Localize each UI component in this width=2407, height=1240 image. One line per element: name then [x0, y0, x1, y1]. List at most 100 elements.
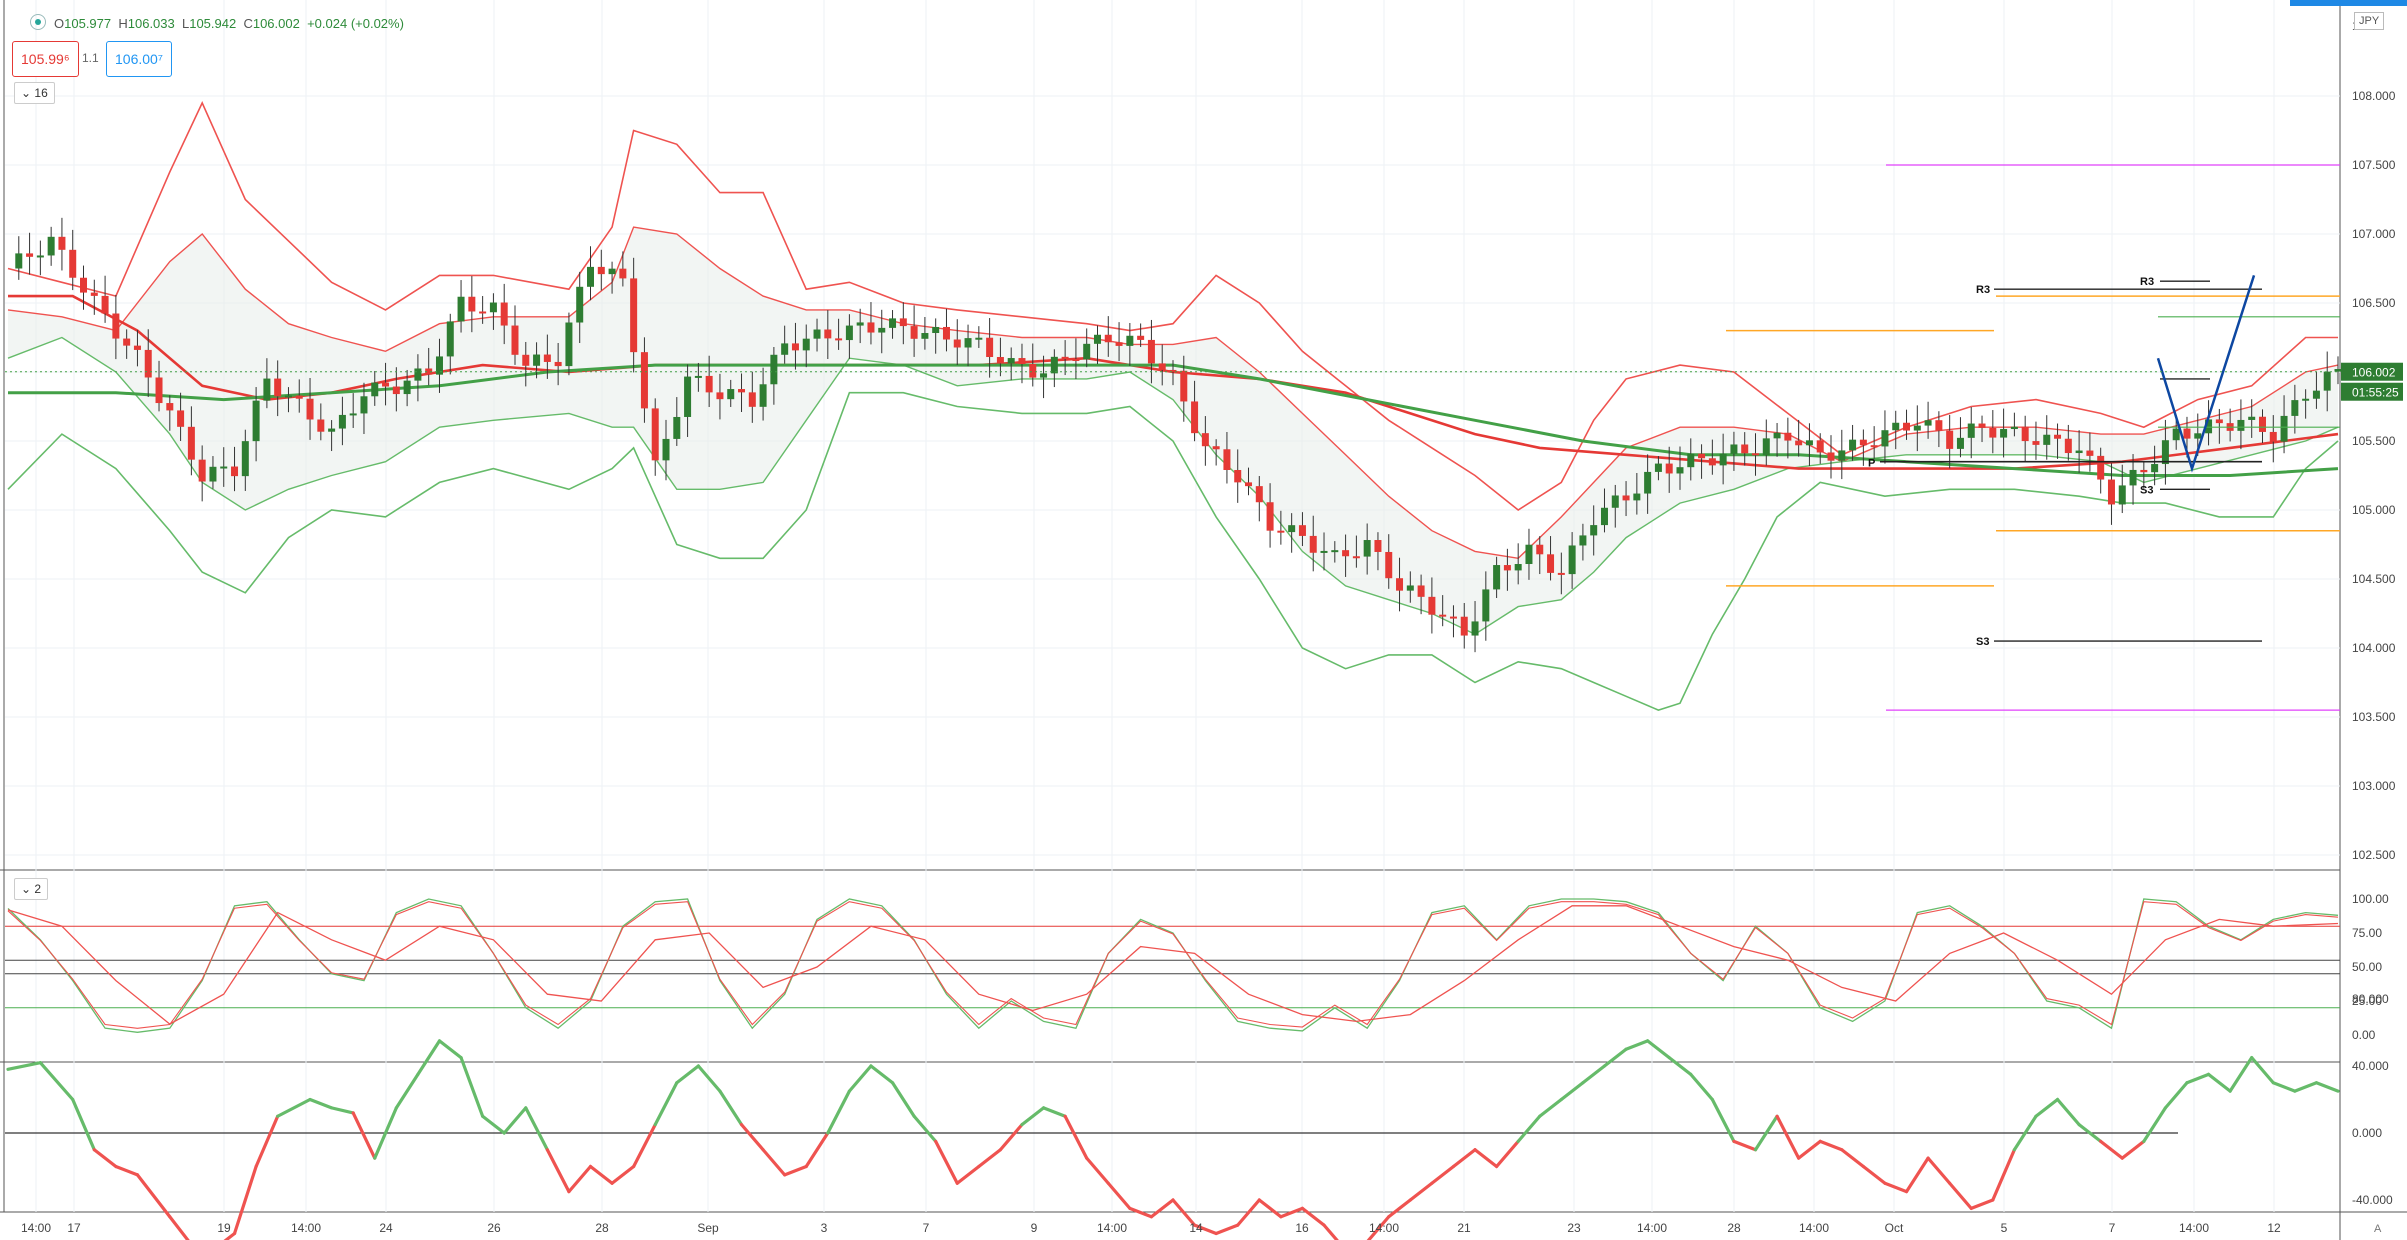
indicator-pane-collapse-button[interactable]: ⌄ 2	[14, 878, 49, 900]
candle	[1029, 364, 1037, 378]
osc-segment	[2271, 1081, 2297, 1093]
osc-segment	[459, 1056, 485, 1118]
candle	[1698, 453, 1706, 459]
buy-button[interactable]: 106.00⁷	[106, 41, 172, 77]
last-price-badge	[2341, 362, 2403, 381]
candle	[425, 368, 433, 375]
candle	[2054, 434, 2062, 439]
osc-segment	[92, 1148, 118, 1169]
candle	[1363, 540, 1371, 557]
candle	[1255, 486, 1263, 503]
osc-segment	[2012, 1114, 2038, 1152]
osc-segment	[232, 1164, 258, 1236]
candle	[263, 378, 271, 401]
osc-segment	[977, 1148, 1003, 1169]
candle	[856, 322, 864, 326]
price-tick-label: 103.500	[2352, 710, 2396, 724]
osc-segment	[1775, 1114, 1801, 1160]
candle	[1147, 339, 1155, 364]
candle	[2064, 438, 2072, 454]
osc-segment	[1473, 1148, 1499, 1169]
candle	[2183, 428, 2191, 439]
candle	[533, 354, 541, 366]
candle	[241, 441, 249, 477]
osc-segment	[1041, 1106, 1067, 1118]
band-cloud	[8, 227, 2338, 635]
price-tick-label: 103.000	[2352, 779, 2396, 793]
candle	[1482, 589, 1490, 622]
osc-segment	[1904, 1156, 1930, 1194]
osc-segment	[1085, 1156, 1110, 1185]
osc-segment	[2185, 1072, 2211, 1085]
visibility-toggle-icon[interactable]	[30, 14, 46, 30]
candle	[2334, 369, 2342, 372]
candle	[101, 295, 109, 314]
candle	[198, 459, 206, 482]
candle	[522, 354, 530, 366]
osc-segment	[168, 1215, 190, 1240]
sell-button[interactable]: 105.99⁶	[12, 41, 79, 77]
stoch-tick-label: 100.00	[2352, 892, 2389, 906]
candle	[1967, 423, 1975, 438]
stoch-tick-label: 25.00	[2352, 994, 2382, 1008]
candle	[684, 376, 692, 417]
candle	[306, 398, 314, 420]
candle	[845, 325, 853, 341]
osc-segment	[1797, 1139, 1822, 1160]
price-tick-label: 107.500	[2352, 158, 2396, 172]
candle	[770, 354, 778, 385]
candle	[2237, 419, 2245, 431]
candle	[209, 466, 217, 482]
osc-segment	[1106, 1181, 1132, 1210]
time-tick-label: 16	[1295, 1221, 1309, 1235]
time-tick-label: 14:00	[1369, 1221, 1399, 1235]
osc-segment	[1451, 1148, 1477, 1169]
osc-segment	[1646, 1039, 1671, 1060]
candle	[1687, 453, 1695, 468]
candle	[1611, 495, 1619, 508]
osc-segment	[2314, 1081, 2340, 1093]
time-tick-label: 23	[1567, 1221, 1581, 1235]
osc-segment	[1214, 1223, 1240, 1236]
candle	[640, 352, 648, 409]
candle	[69, 249, 77, 278]
candle	[2043, 434, 2051, 445]
osc-tick-label: 40.000	[2352, 1059, 2389, 1073]
candle	[2205, 419, 2213, 434]
osc-segment	[1020, 1106, 1046, 1127]
candle	[155, 377, 163, 404]
candle	[1471, 621, 1479, 636]
osc-segment	[2034, 1097, 2060, 1118]
osc-segment	[2228, 1056, 2254, 1093]
candle	[921, 333, 929, 339]
price-tick-label: 106.500	[2352, 296, 2396, 310]
candle	[1417, 585, 1425, 597]
candle	[630, 278, 638, 353]
time-tick-label: 14:00	[1799, 1221, 1829, 1235]
pane-collapse-button[interactable]: ⌄ 16	[14, 82, 55, 104]
osc-segment	[1840, 1148, 1865, 1169]
osc-segment	[2142, 1106, 2168, 1143]
candle	[1169, 369, 1177, 372]
ohlc-legend: O105.977 H106.033 L105.942 C106.002 +0.0…	[30, 14, 404, 31]
candle	[2010, 426, 2018, 430]
osc-segment	[1430, 1164, 1456, 1185]
candle	[1708, 458, 1716, 466]
time-tick-label: 14:00	[1637, 1221, 1667, 1235]
osc-segment	[890, 1081, 916, 1118]
candle	[1827, 452, 1835, 461]
candle	[1061, 356, 1069, 359]
candle	[587, 266, 594, 287]
pivot-label: P	[1868, 458, 1875, 470]
candle	[1234, 469, 1242, 483]
osc-segment	[934, 1139, 959, 1185]
osc-segment	[1149, 1198, 1175, 1219]
candle	[1773, 432, 1781, 439]
osc-segment	[1236, 1198, 1261, 1227]
r3-label: R3	[1976, 284, 1990, 296]
candle	[738, 389, 746, 393]
candle	[1493, 565, 1501, 590]
candle	[1266, 502, 1274, 531]
candle	[274, 378, 282, 397]
